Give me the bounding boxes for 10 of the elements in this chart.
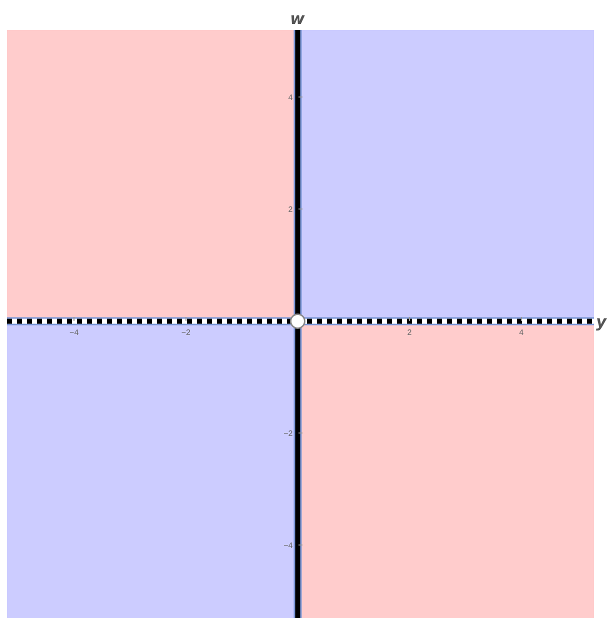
x-tick-label: 4: [519, 328, 524, 338]
y-tick-label: −4: [284, 541, 294, 550]
y-axis-title: w: [290, 9, 305, 28]
x-axis-title: y: [596, 312, 607, 331]
y-tick-label: 2: [288, 205, 294, 214]
x-tick-label: 2: [407, 328, 412, 338]
x-tick-label: −4: [70, 328, 80, 338]
y-tick-label: 4: [288, 93, 294, 102]
y-tick-label: −2: [284, 429, 294, 438]
x-tick-label: −2: [181, 328, 192, 338]
